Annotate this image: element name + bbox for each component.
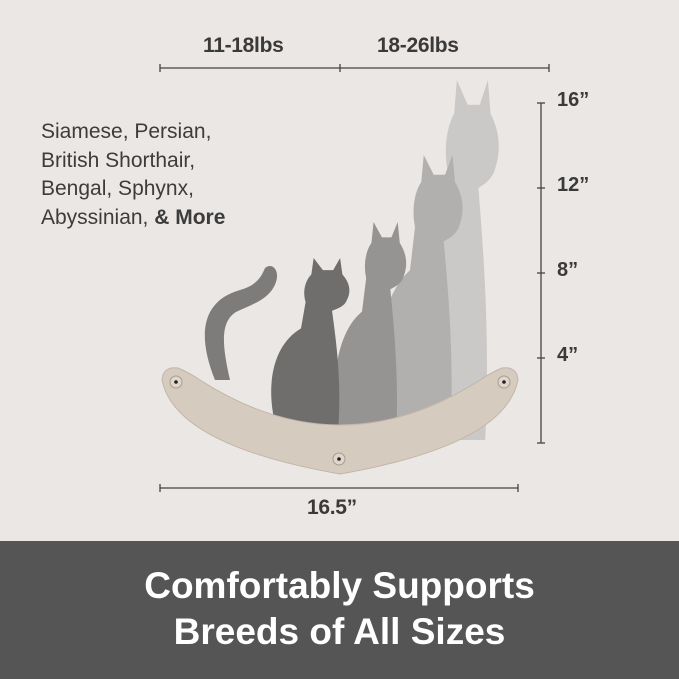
weight-range-large: 18-26lbs — [377, 34, 459, 57]
breed-line-text: Abyssinian, — [41, 205, 149, 229]
caption-banner: Comfortably Supports Breeds of All Sizes — [0, 541, 679, 679]
breed-line: Siamese, Persian, — [41, 120, 212, 143]
cat-tail — [204, 265, 278, 380]
banner-line-2: Breeds of All Sizes — [173, 611, 506, 652]
screw-icon — [169, 375, 511, 466]
banner-line-1: Comfortably Supports — [144, 565, 535, 606]
breed-line: Bengal, Sphynx, — [41, 177, 194, 200]
height-dimension-line — [537, 102, 545, 444]
breed-line: Abyssinian, & More — [41, 204, 225, 233]
height-mark-8: 8” — [557, 259, 579, 281]
width-label: 16.5” — [307, 496, 357, 519]
height-mark-12: 12” — [557, 174, 590, 196]
cat-hammock-tray — [161, 367, 519, 475]
weight-range-small: 11-18lbs — [203, 34, 284, 57]
breed-list: Siamese, Persian, British Shorthair, Ben… — [41, 118, 225, 232]
breed-line: British Shorthair, — [41, 148, 196, 172]
height-mark-4: 4” — [557, 344, 579, 366]
width-dimension-line — [159, 484, 519, 492]
cat-silhouette-small — [271, 258, 350, 434]
weight-dimension-line — [159, 64, 550, 72]
height-mark-16: 16” — [557, 89, 590, 111]
breed-more: & More — [154, 205, 226, 229]
